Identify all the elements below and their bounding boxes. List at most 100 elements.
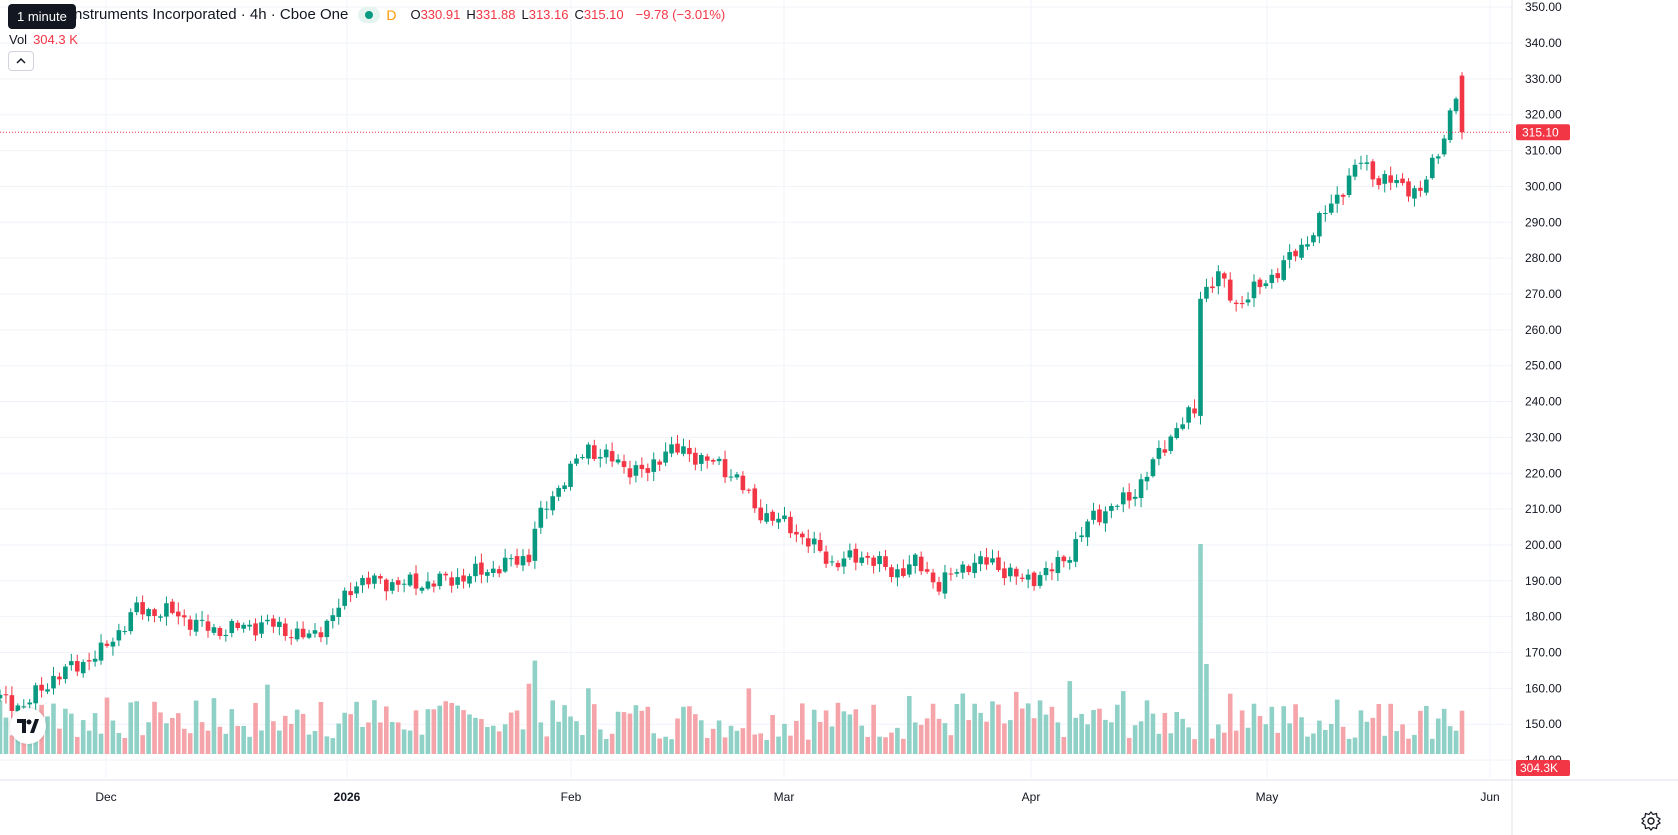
- candle-body: [502, 557, 508, 572]
- candle-body: [485, 572, 490, 576]
- volume-bar: [152, 701, 157, 754]
- volume-bar: [1239, 710, 1245, 754]
- delayed-data-badge[interactable]: D: [386, 6, 397, 23]
- volume-bar: [633, 705, 639, 754]
- candle-body: [1275, 273, 1281, 279]
- candle-body: [1453, 98, 1459, 112]
- last-volume-label: 304.3K: [1520, 761, 1558, 775]
- volume-bar: [45, 716, 50, 754]
- volume-bar: [217, 726, 223, 754]
- chevron-up-icon: [16, 57, 26, 64]
- volume-bar: [1251, 703, 1257, 754]
- candle-body: [580, 457, 585, 459]
- candle-body: [1210, 286, 1215, 289]
- candle-body: [1429, 157, 1435, 179]
- volume-bar: [681, 706, 686, 754]
- price-tick-label: 150.00: [1525, 717, 1562, 731]
- candle-body: [45, 689, 50, 692]
- candle-body: [615, 459, 621, 463]
- candle-body: [265, 619, 270, 622]
- price-tick-label: 290.00: [1525, 215, 1562, 229]
- collapse-legend-button[interactable]: [8, 51, 34, 71]
- volume-bar: [253, 702, 258, 754]
- volume-bar: [924, 718, 930, 754]
- volume-bar: [288, 723, 294, 754]
- candle-body: [1073, 539, 1078, 562]
- volume-bar: [508, 712, 514, 754]
- volume-bar: [306, 734, 312, 754]
- candle-body: [1305, 244, 1310, 247]
- volume-bar: [960, 693, 966, 754]
- volume-bar: [912, 722, 918, 754]
- candle-body: [235, 622, 241, 628]
- volume-bar: [1227, 693, 1233, 754]
- gear-icon[interactable]: [1640, 810, 1662, 832]
- candle-body: [1138, 479, 1144, 498]
- candle-body: [568, 463, 573, 487]
- volume-bar: [544, 736, 550, 754]
- candle-body: [924, 569, 930, 572]
- candle-body: [205, 621, 211, 631]
- candle-body: [669, 444, 674, 454]
- candle-body: [1435, 156, 1441, 159]
- symbol-title[interactable]: nstruments Incorporated · 4h · Cboe One: [74, 6, 349, 23]
- volume-bar: [1376, 703, 1382, 754]
- volume-bar: [698, 720, 704, 754]
- volume-bar: [823, 710, 829, 754]
- price-tick-label: 260.00: [1525, 323, 1562, 337]
- volume-bar: [704, 737, 710, 754]
- volume-bar: [514, 710, 520, 754]
- volume-bar: [1198, 544, 1203, 754]
- volume-bar: [389, 721, 395, 754]
- candle-body: [556, 487, 561, 497]
- candle-body: [1412, 188, 1417, 199]
- candle-body: [1097, 509, 1102, 523]
- candle-body: [1317, 212, 1322, 237]
- price-tick-label: 210.00: [1525, 502, 1562, 516]
- candle-body: [360, 577, 365, 586]
- candle-body: [675, 443, 680, 453]
- tradingview-logo[interactable]: [10, 708, 46, 744]
- volume-bar: [467, 714, 472, 754]
- volume-bar: [1008, 720, 1013, 754]
- volume-bar: [318, 701, 324, 754]
- volume-bar: [1186, 727, 1191, 754]
- candle-body: [27, 702, 33, 705]
- candle-body: [57, 676, 62, 680]
- candle-body: [223, 634, 229, 637]
- candle-body: [1043, 567, 1049, 576]
- volume-bar: [1245, 727, 1251, 754]
- candle-body: [1328, 203, 1334, 213]
- candle-body: [758, 507, 764, 521]
- candle-body: [389, 582, 395, 591]
- candle-body: [574, 458, 579, 464]
- price-tick-label: 270.00: [1525, 287, 1562, 301]
- volume-bar: [1115, 704, 1120, 754]
- candle-body: [354, 586, 359, 594]
- candle-body: [1037, 575, 1043, 586]
- candle-body: [889, 567, 894, 578]
- volume-bar: [877, 736, 882, 754]
- volume-bar: [847, 714, 853, 754]
- volume-bar: [265, 684, 270, 754]
- candle-body: [80, 661, 86, 674]
- candle-body: [1382, 174, 1388, 184]
- volume-bar: [128, 702, 134, 754]
- market-open-dot-icon[interactable]: [358, 6, 381, 23]
- volume-bar: [1079, 713, 1084, 754]
- volume-bar: [693, 714, 698, 754]
- candle-body: [1204, 286, 1209, 299]
- candle-body: [1126, 492, 1132, 501]
- volume-bar: [1293, 704, 1298, 754]
- last-price-badge: [1516, 124, 1570, 141]
- volume-bar: [1031, 718, 1037, 754]
- candle-body: [51, 675, 56, 689]
- open-value: 330.91: [420, 7, 461, 22]
- volume-bar: [1233, 730, 1239, 754]
- candle-body: [306, 633, 312, 638]
- volume-bar: [901, 738, 906, 754]
- volume-bar: [609, 733, 615, 754]
- open-label: O: [410, 7, 421, 22]
- candle-body: [0, 694, 3, 699]
